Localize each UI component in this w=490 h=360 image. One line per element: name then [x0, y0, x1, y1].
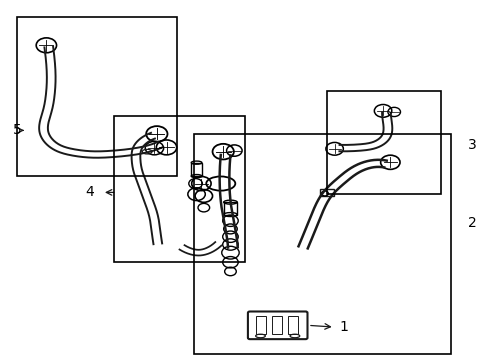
Text: 1: 1 — [340, 320, 348, 334]
Bar — [223, 202, 237, 215]
Text: 3: 3 — [468, 138, 477, 152]
Bar — [191, 163, 202, 176]
Bar — [288, 316, 298, 334]
Bar — [271, 316, 282, 334]
Bar — [194, 134, 451, 354]
Text: 5: 5 — [12, 123, 21, 138]
Text: 2: 2 — [468, 216, 477, 230]
Bar — [114, 116, 245, 261]
Bar — [17, 17, 177, 176]
Bar — [327, 91, 441, 194]
Bar — [320, 189, 334, 196]
Bar — [256, 316, 267, 334]
Text: 4: 4 — [85, 185, 94, 199]
